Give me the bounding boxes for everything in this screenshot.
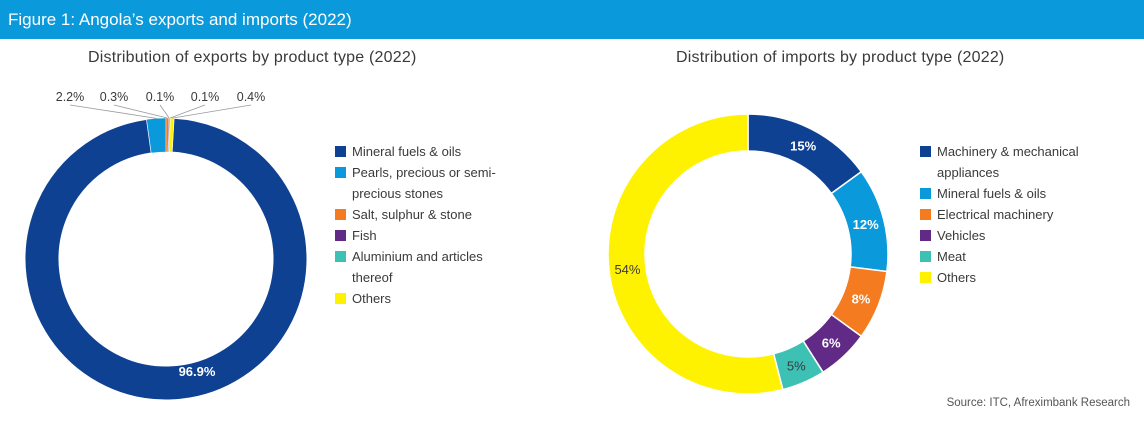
imports-data-label-machinery-mechanical-appliances: 15%	[790, 139, 816, 154]
exports-chart-title: Distribution of exports by product type …	[88, 49, 417, 66]
exports-legend-swatch	[335, 146, 346, 157]
imports-legend: Machinery & mechanical appliances Mineral …	[920, 141, 1127, 288]
exports-legend-swatch	[335, 293, 346, 304]
exports-legend-label: Others	[352, 291, 392, 306]
exports-leader-line	[69, 104, 157, 119]
imports-legend-item-vehicles: Vehicles	[920, 225, 1127, 246]
imports-data-label-vehicles: 6%	[822, 336, 841, 351]
imports-legend-swatch	[920, 188, 931, 199]
imports-legend-item-others: Others	[920, 267, 1127, 288]
exports-data-label-others: 0.4%	[237, 90, 266, 104]
imports-legend-swatch	[920, 146, 931, 157]
imports-data-label-mineral-fuels-oils: 12%	[853, 217, 879, 232]
exports-leader-line	[172, 104, 252, 119]
imports-legend-swatch	[920, 230, 931, 241]
exports-legend-label: Fish	[352, 228, 377, 243]
imports-legend-swatch	[920, 209, 931, 220]
exports-legend-label: precious stones	[352, 186, 444, 201]
imports-data-label-meat: 5%	[787, 359, 806, 374]
imports-legend-item-electrical-machinery: Electrical machinery	[920, 204, 1127, 225]
exports-legend-label: Pearls, precious or semi-	[352, 165, 496, 180]
exports-legend: Mineral fuels & oils Pearls, precious or …	[335, 141, 542, 309]
imports-legend-label: Meat	[937, 249, 966, 264]
exports-data-label-aluminium-and-articles-thereof: 0.1%	[191, 90, 220, 104]
exports-legend-label: Aluminium and articles	[352, 249, 483, 264]
imports-data-label-others: 54%	[614, 262, 640, 277]
exports-data-label-salt-sulphur-stone: 0.3%	[100, 90, 129, 104]
exports-legend-item-pearls-precious-or-semi-precious-stones: Pearls, precious or semi-precious stones	[335, 162, 542, 204]
exports-legend-swatch	[335, 230, 346, 241]
imports-chart-title: Distribution of imports by product type …	[676, 49, 1005, 66]
imports-legend-item-meat: Meat	[920, 246, 1127, 267]
imports-legend-label: Vehicles	[937, 228, 986, 243]
imports-slice-others	[607, 113, 784, 395]
exports-data-label-mineral-fuels-oils: 96.9%	[179, 364, 216, 379]
imports-legend-swatch	[920, 251, 931, 262]
imports-legend-label: Electrical machinery	[937, 207, 1054, 222]
exports-legend-label: Salt, sulphur & stone	[352, 207, 472, 222]
imports-legend-label: appliances	[937, 165, 1000, 180]
exports-leader-line	[159, 104, 170, 119]
figure-title: Figure 1: Angola’s exports and imports (…	[0, 0, 1144, 39]
exports-legend-item-aluminium-and-articles-thereof: Aluminium and articles thereof	[335, 246, 542, 288]
exports-legend-swatch	[335, 167, 346, 178]
exports-data-label-fish: 0.1%	[146, 90, 175, 104]
exports-data-label-pearls-precious-or-semi-precious-stones: 2.2%	[56, 90, 85, 104]
exports-donut-chart: 96.9% 2.2% 0.3% 0.1% 0.1% 0.4%	[24, 90, 308, 401]
imports-legend-label: Mineral fuels & oils	[937, 186, 1047, 201]
exports-legend-item-others: Others	[335, 288, 542, 309]
exports-leader-line	[169, 104, 206, 119]
exports-leader-line	[113, 104, 168, 119]
exports-legend-item-mineral-fuels-oils: Mineral fuels & oils	[335, 141, 542, 162]
imports-data-label-electrical-machinery: 8%	[852, 292, 871, 307]
exports-legend-swatch	[335, 209, 346, 220]
exports-legend-label: Mineral fuels & oils	[352, 144, 462, 159]
imports-legend-item-machinery-mechanical-appliances: Machinery & mechanical appliances	[920, 141, 1127, 183]
imports-legend-label: Others	[937, 270, 977, 285]
imports-legend-item-mineral-fuels-oils: Mineral fuels & oils	[920, 183, 1127, 204]
exports-slice-mineral-fuels-oils	[24, 117, 308, 401]
exports-legend-label: thereof	[352, 270, 393, 285]
source-note: Source: ITC, Afreximbank Research	[946, 397, 1130, 409]
exports-legend-item-salt-sulphur-stone: Salt, sulphur & stone	[335, 204, 542, 225]
exports-legend-item-fish: Fish	[335, 225, 542, 246]
exports-slice-others	[169, 117, 175, 153]
exports-legend-swatch	[335, 251, 346, 262]
imports-legend-swatch	[920, 272, 931, 283]
imports-legend-label: Machinery & mechanical	[937, 144, 1079, 159]
